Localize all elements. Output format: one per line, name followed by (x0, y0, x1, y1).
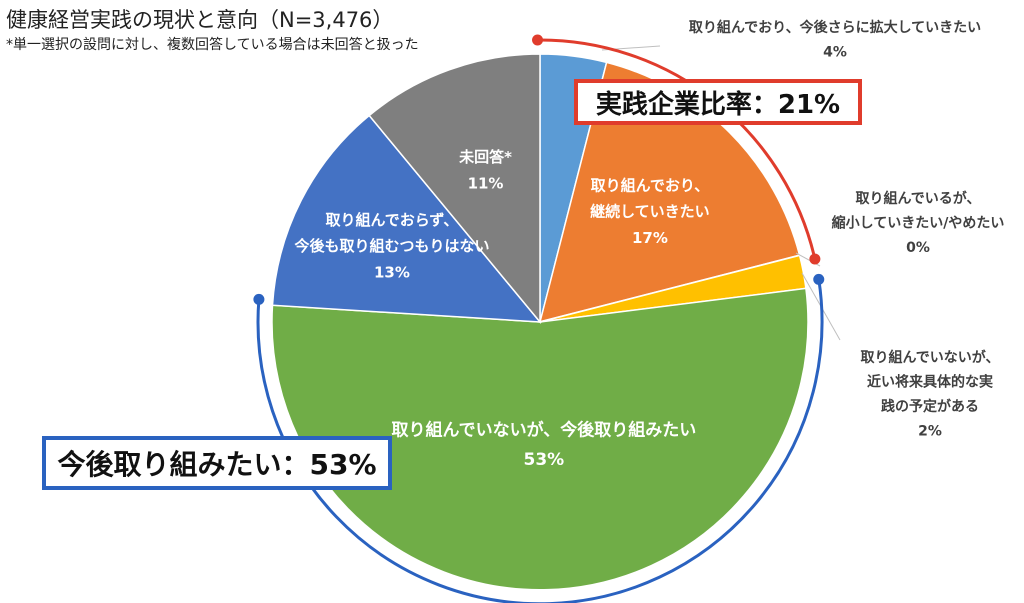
slice-label-text: 継続していきたい (590, 203, 710, 221)
practice-arc-end (809, 253, 821, 265)
slice-percent: 4% (823, 45, 847, 61)
slice-label-text: 取り組んでおり、 (591, 176, 710, 194)
slice-label-text: 未回答* (458, 148, 512, 166)
slice-label: 取り組んでおらず、今後も取り組むつもりはない 13% (293, 211, 489, 282)
slice-label-text: 取り組んでおらず、 (325, 211, 458, 229)
slice-label-text: 取り組んでいないが、今後取り組みたい (391, 419, 696, 440)
slice-label-text: 取り組んでおり、今後さらに拡大していきたい (689, 19, 981, 36)
pie-slice (538, 61, 801, 324)
slice-label-text: 践の予定がある (881, 398, 979, 415)
intend-arc-end (253, 293, 265, 305)
pie-slice (271, 287, 809, 591)
slice-percent: 0% (906, 240, 930, 256)
slice-label-text: 取り組んでいるが、 (855, 190, 980, 207)
slice-percent: 13% (374, 263, 410, 281)
chart-note: *単一選択の設問に対し、複数回答している場合は未回答と扱った (6, 37, 419, 53)
slice-label-text: 近い将来具体的な実 (867, 374, 993, 391)
chart-title: 健康経営実践の現状と意向（N=3,476） (6, 8, 394, 32)
slice-label-text: 取り組んでいないが、 (860, 349, 999, 366)
slice-percent: 17% (632, 229, 668, 247)
slice-label: 取り組んでおり、継続していきたい 17% (590, 176, 710, 247)
slice-percent: 53% (524, 450, 565, 470)
practice-rate-callout: 実践企業比率：21% (574, 79, 862, 125)
slice-label: 取り組んでおり、今後さらに拡大していきたい 4% (689, 19, 981, 61)
slice-percent: 2% (918, 424, 942, 440)
slice-label: 取り組んでいないが、今後取り組みたい 53% (391, 419, 696, 470)
slice-percent: 11% (468, 174, 504, 192)
intend-arc-end (813, 273, 825, 285)
slice-label-text: 縮小していきたい/やめたい (832, 215, 1005, 232)
practice-arc-end (532, 34, 544, 46)
pie-slice (271, 114, 542, 323)
slice-label: 取り組んでいるが、縮小していきたい/やめたい 0% (832, 190, 1005, 256)
slice-label-text: 今後も取り組むつもりはない (293, 237, 489, 255)
slice-label: 未回答* 11% (458, 148, 512, 192)
pie-slice (368, 53, 541, 325)
intend-rate-callout: 今後取り組みたい：53% (42, 436, 392, 490)
